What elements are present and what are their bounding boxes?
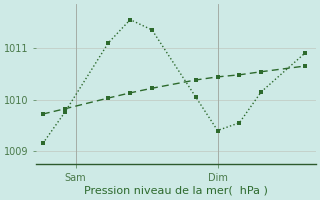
X-axis label: Pression niveau de la mer(  hPa ): Pression niveau de la mer( hPa ) <box>84 186 268 196</box>
